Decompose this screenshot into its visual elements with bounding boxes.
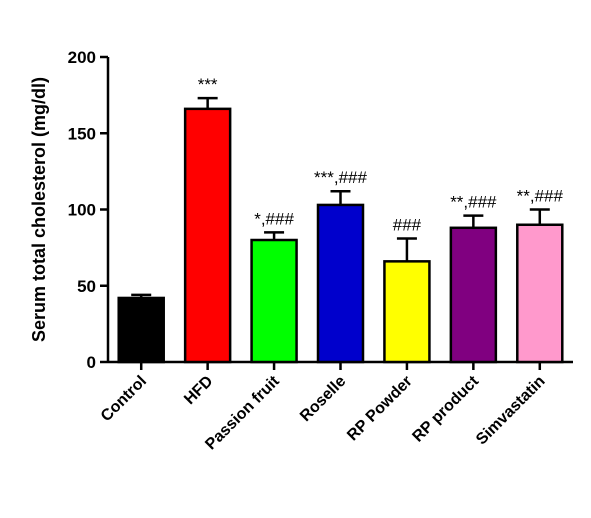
significance-annotations: *** *,### ***,### ### **,### **,### <box>198 75 564 234</box>
significance-label: **,### <box>517 187 564 206</box>
significance-label: *,### <box>254 209 294 228</box>
bar-rp-product <box>449 226 498 364</box>
bar-control <box>117 296 165 364</box>
bar-hfd <box>183 107 232 364</box>
bar-rp-powder <box>383 260 431 364</box>
category-label: Control <box>98 373 150 425</box>
category-label: RP product <box>409 372 482 445</box>
bar-simvastatin <box>516 223 564 364</box>
y-axis-label: Serum total cholesterol (mg/dl) <box>29 77 49 342</box>
bar-roselle <box>316 203 365 364</box>
category-label: Simvastatin <box>473 373 549 449</box>
y-axis: 0 50 100 150 200 <box>68 48 110 372</box>
bar-passion-fruit <box>250 238 298 364</box>
significance-label: ### <box>393 215 422 234</box>
significance-label: *** <box>198 75 218 94</box>
bars <box>117 96 564 364</box>
y-tick-label: 200 <box>68 48 96 67</box>
category-label: Roselle <box>297 373 349 425</box>
significance-label: **,### <box>450 193 497 212</box>
y-tick-label: 150 <box>68 124 96 143</box>
y-tick-label: 50 <box>77 277 96 296</box>
category-label: RP Powder <box>344 373 416 445</box>
y-tick-label: 100 <box>68 201 96 220</box>
significance-label: ***,### <box>314 168 367 187</box>
category-label: HFD <box>181 373 216 408</box>
y-tick-label: 0 <box>87 353 96 372</box>
